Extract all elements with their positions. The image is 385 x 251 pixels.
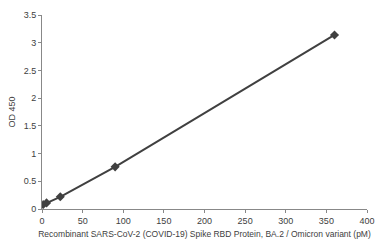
svg-text:0: 0 [39, 216, 44, 226]
svg-text:0.5: 0.5 [24, 176, 37, 186]
svg-text:350: 350 [319, 216, 334, 226]
svg-text:250: 250 [238, 216, 253, 226]
svg-text:Recombinant SARS-CoV-2 (COVID-: Recombinant SARS-CoV-2 (COVID-19) Spike … [38, 229, 371, 239]
svg-text:100: 100 [116, 216, 131, 226]
svg-text:3: 3 [31, 38, 36, 48]
svg-text:50: 50 [78, 216, 88, 226]
svg-text:150: 150 [156, 216, 171, 226]
svg-text:200: 200 [197, 216, 212, 226]
svg-text:400: 400 [359, 216, 374, 226]
svg-text:1: 1 [31, 149, 36, 159]
svg-text:OD 450: OD 450 [7, 96, 17, 127]
svg-text:0: 0 [31, 204, 36, 214]
svg-text:3.5: 3.5 [24, 10, 37, 20]
svg-text:2.5: 2.5 [24, 66, 37, 76]
svg-text:300: 300 [278, 216, 293, 226]
svg-text:1.5: 1.5 [24, 121, 37, 131]
svg-text:2: 2 [31, 93, 36, 103]
